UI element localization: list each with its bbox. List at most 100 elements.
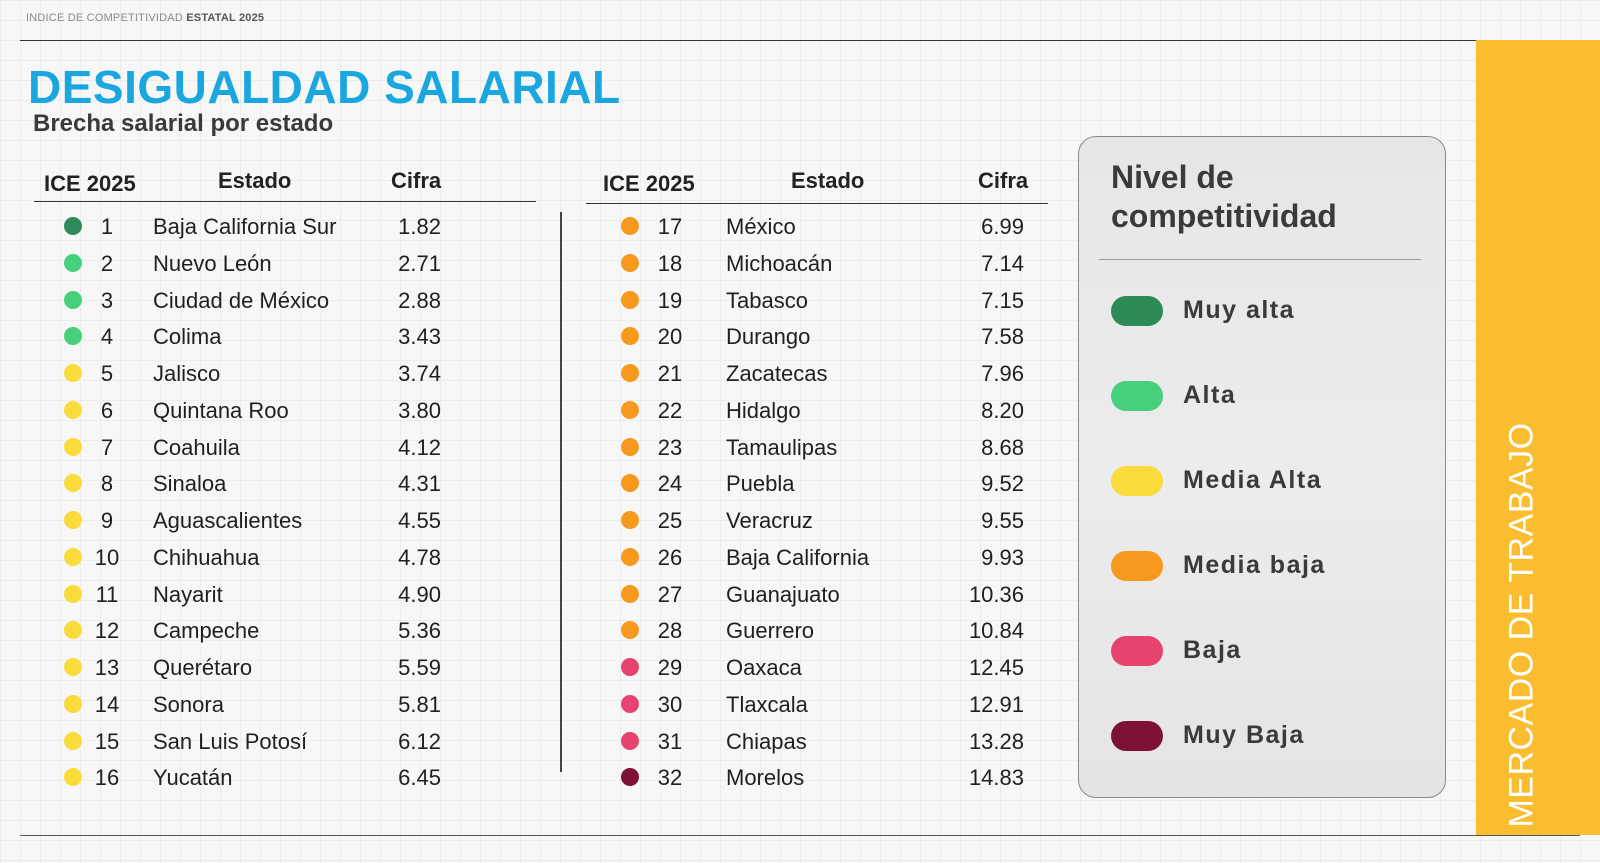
state-cell: Michoacán (726, 250, 833, 276)
table-row: 13 Querétaro 5.59 (0, 650, 560, 687)
section-band (1476, 40, 1600, 835)
state-cell: Baja California Sur (153, 214, 337, 239)
value-cell: 4.55 (398, 508, 441, 533)
rank-cell: 1 (100, 214, 114, 239)
right-header-rule (586, 203, 1048, 204)
table-row: 10 Chihuahua 4.78 (0, 540, 560, 577)
rank-cell: 22 (657, 397, 683, 423)
legend-divider (1099, 259, 1421, 260)
table-row: 29 Oaxaca 12.45 (562, 650, 1062, 687)
value-cell: 6.12 (398, 728, 441, 754)
rank-cell: 13 (94, 655, 120, 680)
level-dot (64, 731, 82, 750)
left-header-rule (34, 201, 536, 202)
table-row: 5 Jalisco 3.74 (0, 356, 560, 393)
table-row: 14 Sonora 5.81 (0, 687, 560, 724)
level-dot (64, 400, 82, 419)
level-dot (64, 547, 82, 566)
rank-cell: 11 (95, 581, 119, 607)
table-row: 8 Sinaloa 4.31 (0, 466, 560, 503)
value-cell: 4.90 (398, 581, 441, 607)
state-cell: Sonora (153, 691, 224, 717)
table-row: 30 Tlaxcala 12.91 (562, 687, 1062, 724)
rank-cell: 18 (657, 250, 683, 276)
level-dot (64, 511, 82, 529)
state-cell: Colima (153, 324, 222, 350)
rank-cell: 3 (100, 287, 114, 313)
value-cell: 9.93 (981, 544, 1024, 570)
state-cell: Morelos (726, 765, 805, 791)
value-cell: 13.28 (968, 728, 1024, 754)
level-dot (621, 437, 639, 456)
rank-cell: 9 (100, 508, 114, 533)
legend-label: Muy Baja (1183, 721, 1305, 749)
level-dot (621, 768, 639, 787)
table-row: 25 Veracruz 9.55 (562, 503, 1062, 540)
legend-swatch (1111, 721, 1163, 751)
rank-cell: 2 (100, 250, 114, 276)
top-rule (20, 40, 1478, 41)
value-cell: 10.36 (968, 581, 1024, 607)
state-cell: Yucatán (153, 765, 233, 791)
state-cell: Aguascalientes (153, 508, 303, 533)
state-cell: Sinaloa (153, 471, 227, 497)
legend-swatch (1111, 296, 1163, 326)
rank-cell: 17 (657, 214, 683, 239)
rank-cell: 20 (657, 324, 683, 350)
state-cell: Veracruz (726, 508, 813, 533)
legend-label: Media Alta (1183, 466, 1323, 494)
table-row: 4 Colima 3.43 (0, 319, 560, 356)
legend-label: Alta (1183, 381, 1237, 409)
legend-swatch (1111, 551, 1163, 581)
state-cell: Tamaulipas (726, 434, 838, 460)
legend-label: Media baja (1183, 551, 1326, 579)
rank-cell: 6 (100, 397, 114, 423)
table-row: 28 Guerrero 10.84 (562, 613, 1062, 650)
rank-cell: 28 (657, 618, 683, 644)
value-cell: 5.59 (398, 655, 441, 680)
table-row: 16 Yucatán 6.45 (0, 760, 560, 797)
table-row: 18 Michoacán 7.14 (562, 246, 1062, 283)
right-header-rank: ICE 2025 (603, 171, 695, 196)
rank-cell: 25 (657, 508, 683, 533)
value-cell: 12.45 (968, 655, 1024, 680)
table-row: 12 Campeche 5.36 (0, 613, 560, 650)
report-label-bold: ESTATAL 2025 (186, 12, 265, 24)
right-header-state: Estado (791, 168, 865, 193)
state-cell: Nayarit (153, 581, 223, 607)
rank-cell: 27 (657, 581, 683, 607)
level-dot (621, 400, 639, 419)
state-cell: Chihuahua (153, 544, 260, 570)
state-cell: Chiapas (726, 728, 807, 754)
table-row: 20 Durango 7.58 (562, 319, 1062, 356)
value-cell: 9.55 (981, 508, 1024, 533)
value-cell: 14.83 (968, 765, 1024, 791)
left-header-rank: ICE 2025 (44, 171, 136, 196)
state-cell: Tlaxcala (726, 691, 808, 717)
table-row: 7 Coahuila 4.12 (0, 430, 560, 467)
value-cell: 8.68 (981, 434, 1024, 460)
legend-swatch (1111, 636, 1163, 666)
level-dot (621, 364, 639, 382)
state-cell: Ciudad de México (153, 287, 330, 313)
level-dot (64, 437, 82, 456)
table-row: 17 México 6.99 (562, 209, 1062, 246)
value-cell: 7.96 (981, 361, 1024, 386)
state-cell: Nuevo León (153, 250, 272, 276)
level-dot (621, 547, 639, 566)
section-label: MERCADO DE TRABAJO (1502, 422, 1541, 828)
report-label-light: INDICE DE COMPETITIVIDAD (26, 12, 183, 24)
value-cell: 2.71 (398, 250, 441, 276)
value-cell: 6.99 (981, 214, 1024, 239)
rank-cell: 29 (657, 655, 683, 680)
state-cell: Puebla (726, 471, 795, 497)
rank-cell: 16 (94, 765, 120, 791)
rank-cell: 12 (94, 618, 120, 644)
left-header-state: Estado (218, 168, 292, 193)
table-row: 11 Nayarit 4.90 (0, 577, 560, 614)
rank-cell: 23 (657, 434, 683, 460)
value-cell: 3.43 (398, 324, 441, 350)
rank-cell: 14 (94, 691, 120, 717)
rank-cell: 32 (657, 765, 683, 791)
rank-cell: 15 (94, 728, 120, 754)
